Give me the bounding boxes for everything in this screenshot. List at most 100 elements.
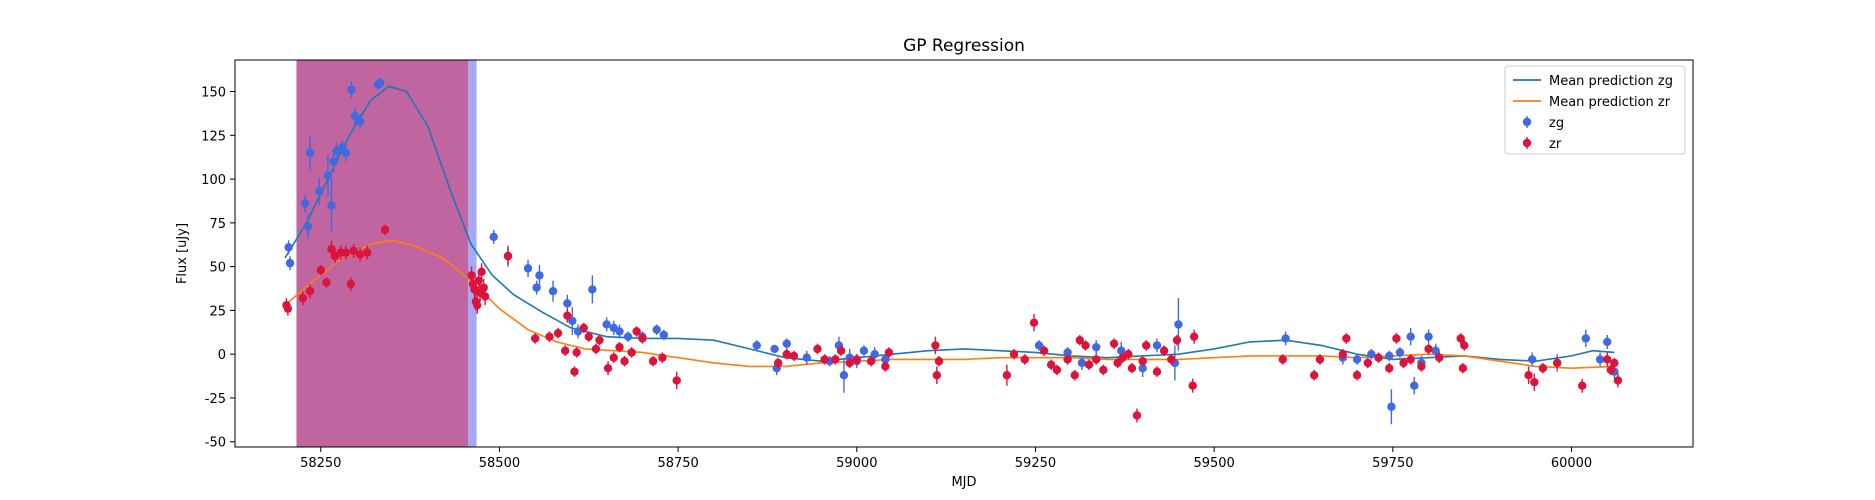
point-marker: [836, 346, 846, 355]
point-marker: [1374, 353, 1383, 362]
legend-swatch-marker: [1522, 117, 1532, 127]
data-point-zr: [305, 284, 315, 299]
point-marker: [1278, 355, 1287, 364]
point-marker: [652, 325, 661, 334]
data-point-zr: [1352, 369, 1362, 381]
point-marker: [839, 371, 849, 380]
point-marker: [1142, 341, 1151, 350]
data-point-zg: [323, 154, 333, 197]
point-marker: [638, 334, 647, 343]
data-point-zg: [375, 77, 385, 89]
data-point-zg: [303, 214, 313, 239]
y-tick-label: 0: [218, 348, 226, 363]
point-marker: [1159, 346, 1169, 355]
data-point-zr: [615, 341, 624, 353]
point-marker: [1392, 334, 1401, 343]
x-tick-label: 60000: [1551, 456, 1592, 471]
axis-ticks: 58250 58500 58750 59000 59250 59500 59750 60000…: [201, 86, 1592, 471]
point-marker: [375, 78, 385, 87]
point-marker: [329, 157, 338, 166]
x-tick-label: 58250: [300, 456, 341, 471]
point-marker: [380, 225, 390, 235]
y-tick-label: 100: [201, 173, 226, 188]
point-marker: [1075, 335, 1084, 345]
point-marker: [523, 264, 533, 273]
data-point-zr: [1524, 366, 1533, 384]
point-marker: [1092, 342, 1101, 352]
data-point-zr: [545, 331, 554, 342]
point-marker: [1613, 376, 1623, 385]
point-marker: [603, 363, 613, 373]
point-marker: [1530, 378, 1539, 387]
data-point-zg: [1352, 354, 1362, 365]
data-point-zr: [1063, 354, 1072, 365]
data-point-zr: [1002, 364, 1012, 386]
data-point-zr: [1342, 333, 1351, 344]
data-point-zr: [603, 361, 613, 376]
point-marker: [1063, 355, 1072, 364]
data-point-zr: [1460, 340, 1469, 351]
point-marker: [1524, 371, 1533, 380]
legend: Mean prediction zg Mean prediction zr zg zr: [1504, 65, 1686, 155]
point-marker: [831, 355, 840, 364]
x-tick-label: 59250: [1015, 456, 1056, 471]
chart-title: GP Regression: [903, 36, 1025, 56]
point-marker: [881, 355, 890, 364]
data-point-zr: [1099, 364, 1108, 376]
data-point-zr: [572, 347, 581, 358]
point-marker: [1081, 341, 1090, 350]
data-point-zg: [1603, 334, 1612, 349]
point-marker: [473, 300, 482, 310]
point-marker: [346, 279, 355, 289]
data-point-zr: [1092, 354, 1101, 365]
data-point-zr: [570, 366, 579, 377]
data-point-zr: [1075, 334, 1084, 346]
data-point-zr: [852, 354, 861, 365]
point-marker: [1460, 341, 1469, 350]
x-tick-label: 59750: [1372, 456, 1413, 471]
y-tick-label: 50: [209, 261, 226, 276]
data-point-zr: [316, 264, 325, 276]
data-point-zr: [560, 345, 570, 356]
point-marker: [845, 358, 854, 368]
data-point-zr: [831, 354, 840, 365]
data-point-zr: [1530, 373, 1539, 391]
data-point-zr: [934, 355, 944, 367]
data-point-zr: [1109, 338, 1119, 349]
point-marker: [782, 349, 791, 359]
data-point-zr: [553, 327, 563, 339]
point-marker: [322, 278, 331, 287]
data-point-zg: [752, 340, 761, 351]
point-marker: [1063, 348, 1072, 357]
point-marker: [305, 148, 315, 158]
x-tick-label: 59000: [836, 456, 877, 471]
y-tick-label: -25: [205, 392, 226, 407]
point-marker: [588, 285, 597, 294]
point-marker: [479, 283, 488, 292]
point-marker: [658, 353, 667, 362]
observation-points: [282, 77, 1623, 425]
point-marker: [1172, 335, 1182, 345]
point-marker: [323, 171, 333, 180]
data-point-zr: [1606, 364, 1616, 376]
data-point-zr: [355, 247, 365, 262]
data-point-zr: [1029, 313, 1039, 332]
point-marker: [1435, 353, 1444, 362]
data-point-zr: [1132, 408, 1142, 423]
point-marker: [1124, 349, 1133, 359]
point-marker: [1342, 334, 1351, 343]
data-point-zr: [480, 287, 490, 306]
point-marker: [347, 85, 356, 94]
data-point-zr: [1046, 359, 1056, 370]
point-marker: [350, 111, 360, 121]
point-marker: [1034, 341, 1044, 350]
point-marker: [648, 356, 658, 366]
point-marker: [1406, 355, 1415, 364]
data-point-zr: [1315, 354, 1325, 365]
point-marker: [1084, 360, 1094, 369]
point-marker: [548, 286, 558, 296]
x-tick-label: 58500: [479, 456, 520, 471]
data-point-zr: [1081, 340, 1090, 351]
data-point-zr: [380, 224, 390, 236]
point-marker: [620, 356, 629, 366]
